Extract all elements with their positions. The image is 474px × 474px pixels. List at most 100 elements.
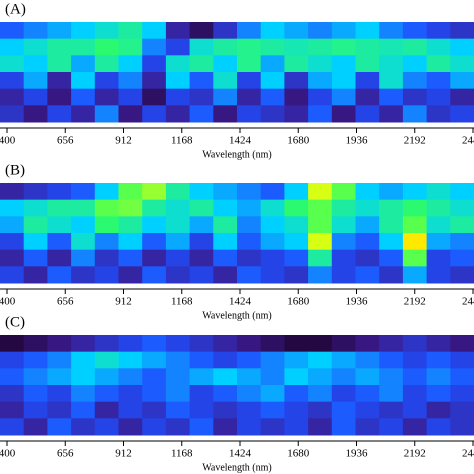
heatmap-cell (47, 38, 72, 56)
heatmap-cell (71, 335, 96, 353)
heatmap-cell (379, 249, 404, 267)
heatmap-cell (189, 233, 214, 251)
heatmap-cell (379, 233, 404, 251)
heatmap-cell (23, 266, 48, 284)
x-tick-label: 2192 (404, 296, 426, 308)
heatmap-cell (71, 385, 96, 403)
heatmap-cell (426, 418, 451, 436)
heatmap-cell (331, 418, 356, 436)
heatmap-cell (426, 55, 451, 73)
heatmap-cell (23, 105, 48, 123)
heatmap-cell (450, 183, 474, 201)
heatmap-cell (213, 351, 238, 369)
heatmap-cell (402, 183, 428, 201)
heatmap-cell (402, 368, 428, 386)
x-tick-label: 912 (115, 296, 132, 308)
heatmap-cell (402, 351, 428, 369)
heatmap-cell (47, 105, 72, 123)
heatmap-cell (450, 105, 474, 123)
heatmap-cell (355, 351, 380, 369)
heatmap-cell (23, 368, 48, 386)
heatmap-cell (165, 199, 191, 217)
heatmap-cell (142, 216, 167, 234)
heatmap-cell (237, 249, 262, 267)
heatmap-cell (94, 199, 119, 217)
heatmap-cell (284, 199, 309, 217)
heatmap-cell (355, 72, 380, 90)
heatmap-cell (426, 335, 451, 353)
x-tick-label: 400 (0, 296, 16, 308)
heatmap-cell (118, 216, 143, 234)
heatmap-cell (94, 351, 119, 369)
heatmap-cell (308, 351, 333, 369)
heatmap-cell (450, 216, 474, 234)
heatmap-cell (331, 105, 356, 123)
heatmap-cell (118, 105, 143, 123)
heatmap-cell (331, 233, 356, 251)
heatmap-cell (284, 266, 309, 284)
heatmap-cell (331, 55, 356, 73)
heatmap-cell (189, 88, 214, 106)
heatmap-cell (94, 233, 119, 251)
heatmap-cell (237, 266, 262, 284)
heatmap-cell (402, 72, 428, 90)
heatmap-cell (284, 233, 309, 251)
x-tick-label: 1936 (346, 135, 369, 147)
heatmap-cell (94, 38, 119, 56)
heatmap-cell (94, 335, 119, 353)
heatmap-cell (71, 216, 96, 234)
heatmap-cell (23, 72, 48, 90)
heatmap-cell (47, 199, 72, 217)
heatmap-cell (331, 266, 356, 284)
heatmap-cell (426, 233, 451, 251)
x-tick-label: 2192 (404, 448, 426, 460)
heatmap-cell (165, 335, 191, 353)
heatmap-cell (450, 72, 474, 90)
heatmap-cell (189, 55, 214, 73)
heatmap-cell (426, 249, 451, 267)
heatmap-cell (355, 249, 380, 267)
heatmap-cell (260, 55, 285, 73)
heatmap-cell (0, 368, 25, 386)
heatmap-cell (237, 72, 262, 90)
heatmap-cell (379, 38, 404, 56)
heatmap-cell (213, 401, 238, 419)
x-axis-label: Wavelength (nm) (202, 149, 271, 160)
heatmap-cell (142, 72, 167, 90)
heatmap-cell (47, 351, 72, 369)
heatmap-cell (118, 385, 143, 403)
heatmap-cell (260, 183, 285, 201)
heatmap-cell (189, 22, 214, 40)
heatmap-cell (237, 38, 262, 56)
x-tick-label: 1424 (229, 448, 252, 460)
heatmap-cell (260, 38, 285, 56)
heatmap-cell (94, 368, 119, 386)
heatmap-cell (165, 183, 191, 201)
heatmap-cell (284, 418, 309, 436)
heatmap-cell (213, 55, 238, 73)
heatmap-cell (71, 72, 96, 90)
heatmap-cell (71, 401, 96, 419)
heatmap-cell (237, 335, 262, 353)
heatmap-cell (213, 199, 238, 217)
heatmap-cell (308, 38, 333, 56)
heatmap-cell (260, 266, 285, 284)
x-tick-label: 1424 (229, 135, 252, 147)
x-tick-label: 2192 (404, 135, 426, 147)
heatmap-cell (402, 38, 428, 56)
heatmap-cell (94, 22, 119, 40)
heatmap-cell (213, 105, 238, 123)
heatmap-cell (71, 183, 96, 201)
heatmap-cell (402, 233, 428, 251)
heatmap-cell (355, 183, 380, 201)
heatmap-cell (94, 385, 119, 403)
heatmap-cell (213, 72, 238, 90)
heatmap-cell (450, 266, 474, 284)
heatmap-cell (165, 105, 191, 123)
heatmap-cell (331, 216, 356, 234)
heatmap-cell (0, 55, 25, 73)
heatmap-cell (94, 401, 119, 419)
heatmap-cell (426, 216, 451, 234)
heatmap-cell (71, 418, 96, 436)
heatmap-cell (355, 385, 380, 403)
